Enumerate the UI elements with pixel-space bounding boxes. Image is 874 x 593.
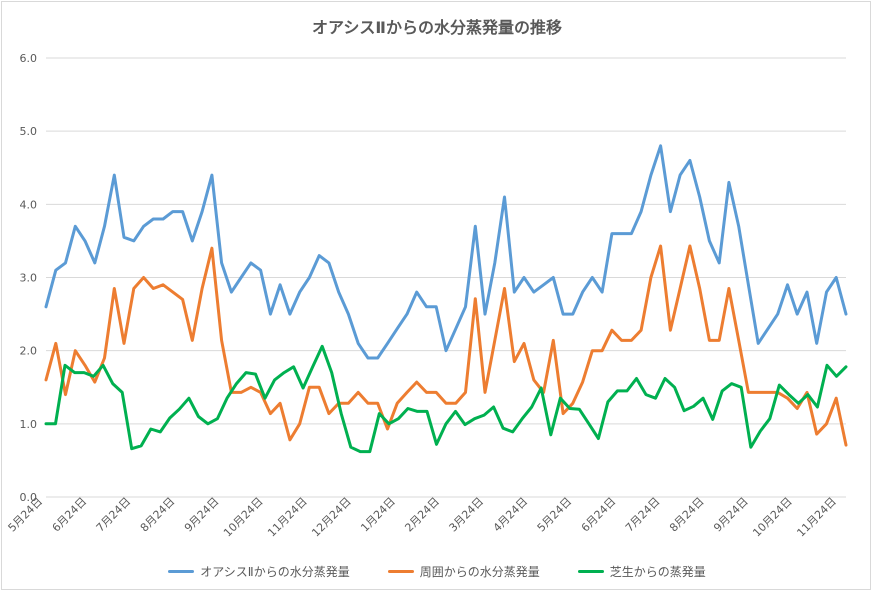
x-tick-label: 12月24日 [309, 495, 354, 540]
legend-swatch-surrounding [387, 570, 414, 573]
x-tick-label: 4月24日 [491, 495, 531, 535]
x-tick-label: 1月24日 [358, 495, 398, 535]
legend-label-lawn: 芝生からの蒸発量 [609, 565, 706, 579]
x-tick-label: 6月24日 [579, 495, 619, 535]
x-tick-label: 8月24日 [138, 495, 178, 535]
x-tick-label: 11月24日 [265, 495, 310, 540]
x-tick-label: 9月24日 [182, 495, 222, 535]
x-tick-label: 10月24日 [750, 495, 795, 540]
x-tick-label: 7月24日 [623, 495, 663, 535]
x-tick-label: 2月24日 [402, 495, 442, 535]
series-lines [44, 144, 848, 454]
y-tick-label: 0.0 [20, 491, 38, 504]
x-tick-label: 9月24日 [711, 495, 751, 535]
x-tick-label: 5月24日 [535, 495, 575, 535]
y-tick-label: 4.0 [20, 198, 38, 211]
y-tick-label: 5.0 [20, 125, 38, 138]
legend-swatch-oasis [168, 570, 195, 573]
legend-label-surrounding: 周囲からの水分蒸発量 [419, 565, 540, 579]
chart-title: オアシスⅡからの水分蒸発量の推移 [312, 18, 562, 37]
gridlines [46, 57, 846, 498]
series-line-1 [44, 244, 848, 447]
x-tick-label: 6月24日 [50, 495, 90, 535]
x-tick-label: 11月24日 [794, 495, 839, 540]
x-axis-tick-labels: 5月24日 6月24日 7月24日 8月24日 9月24日 10月24日 11月24日 12月… [6, 495, 839, 540]
y-tick-label: 2.0 [20, 345, 38, 358]
x-tick-label: 10月24日 [221, 495, 266, 540]
x-tick-label: 3月24日 [447, 495, 487, 535]
x-tick-label: 8月24日 [667, 495, 707, 535]
series-line-2 [44, 344, 848, 454]
y-tick-label: 1.0 [20, 418, 38, 431]
legend-item-surrounding[interactable]: 周囲からの水分蒸発量 [387, 563, 540, 580]
y-tick-label: 3.0 [20, 272, 38, 285]
series-line-0 [44, 144, 848, 360]
legend: オアシスⅡからの水分蒸発量 周囲からの水分蒸発量 芝生からの蒸発量 [0, 563, 874, 580]
y-axis-tick-labels: 0.0 1.0 2.0 3.0 4.0 5.0 6.0 [20, 52, 38, 504]
legend-label-oasis: オアシスⅡからの水分蒸発量 [200, 565, 350, 579]
legend-item-lawn[interactable]: 芝生からの蒸発量 [577, 563, 706, 580]
y-tick-label: 6.0 [20, 52, 38, 65]
legend-swatch-lawn [577, 570, 604, 573]
legend-item-oasis[interactable]: オアシスⅡからの水分蒸発量 [168, 563, 350, 580]
x-tick-label: 7月24日 [94, 495, 134, 535]
